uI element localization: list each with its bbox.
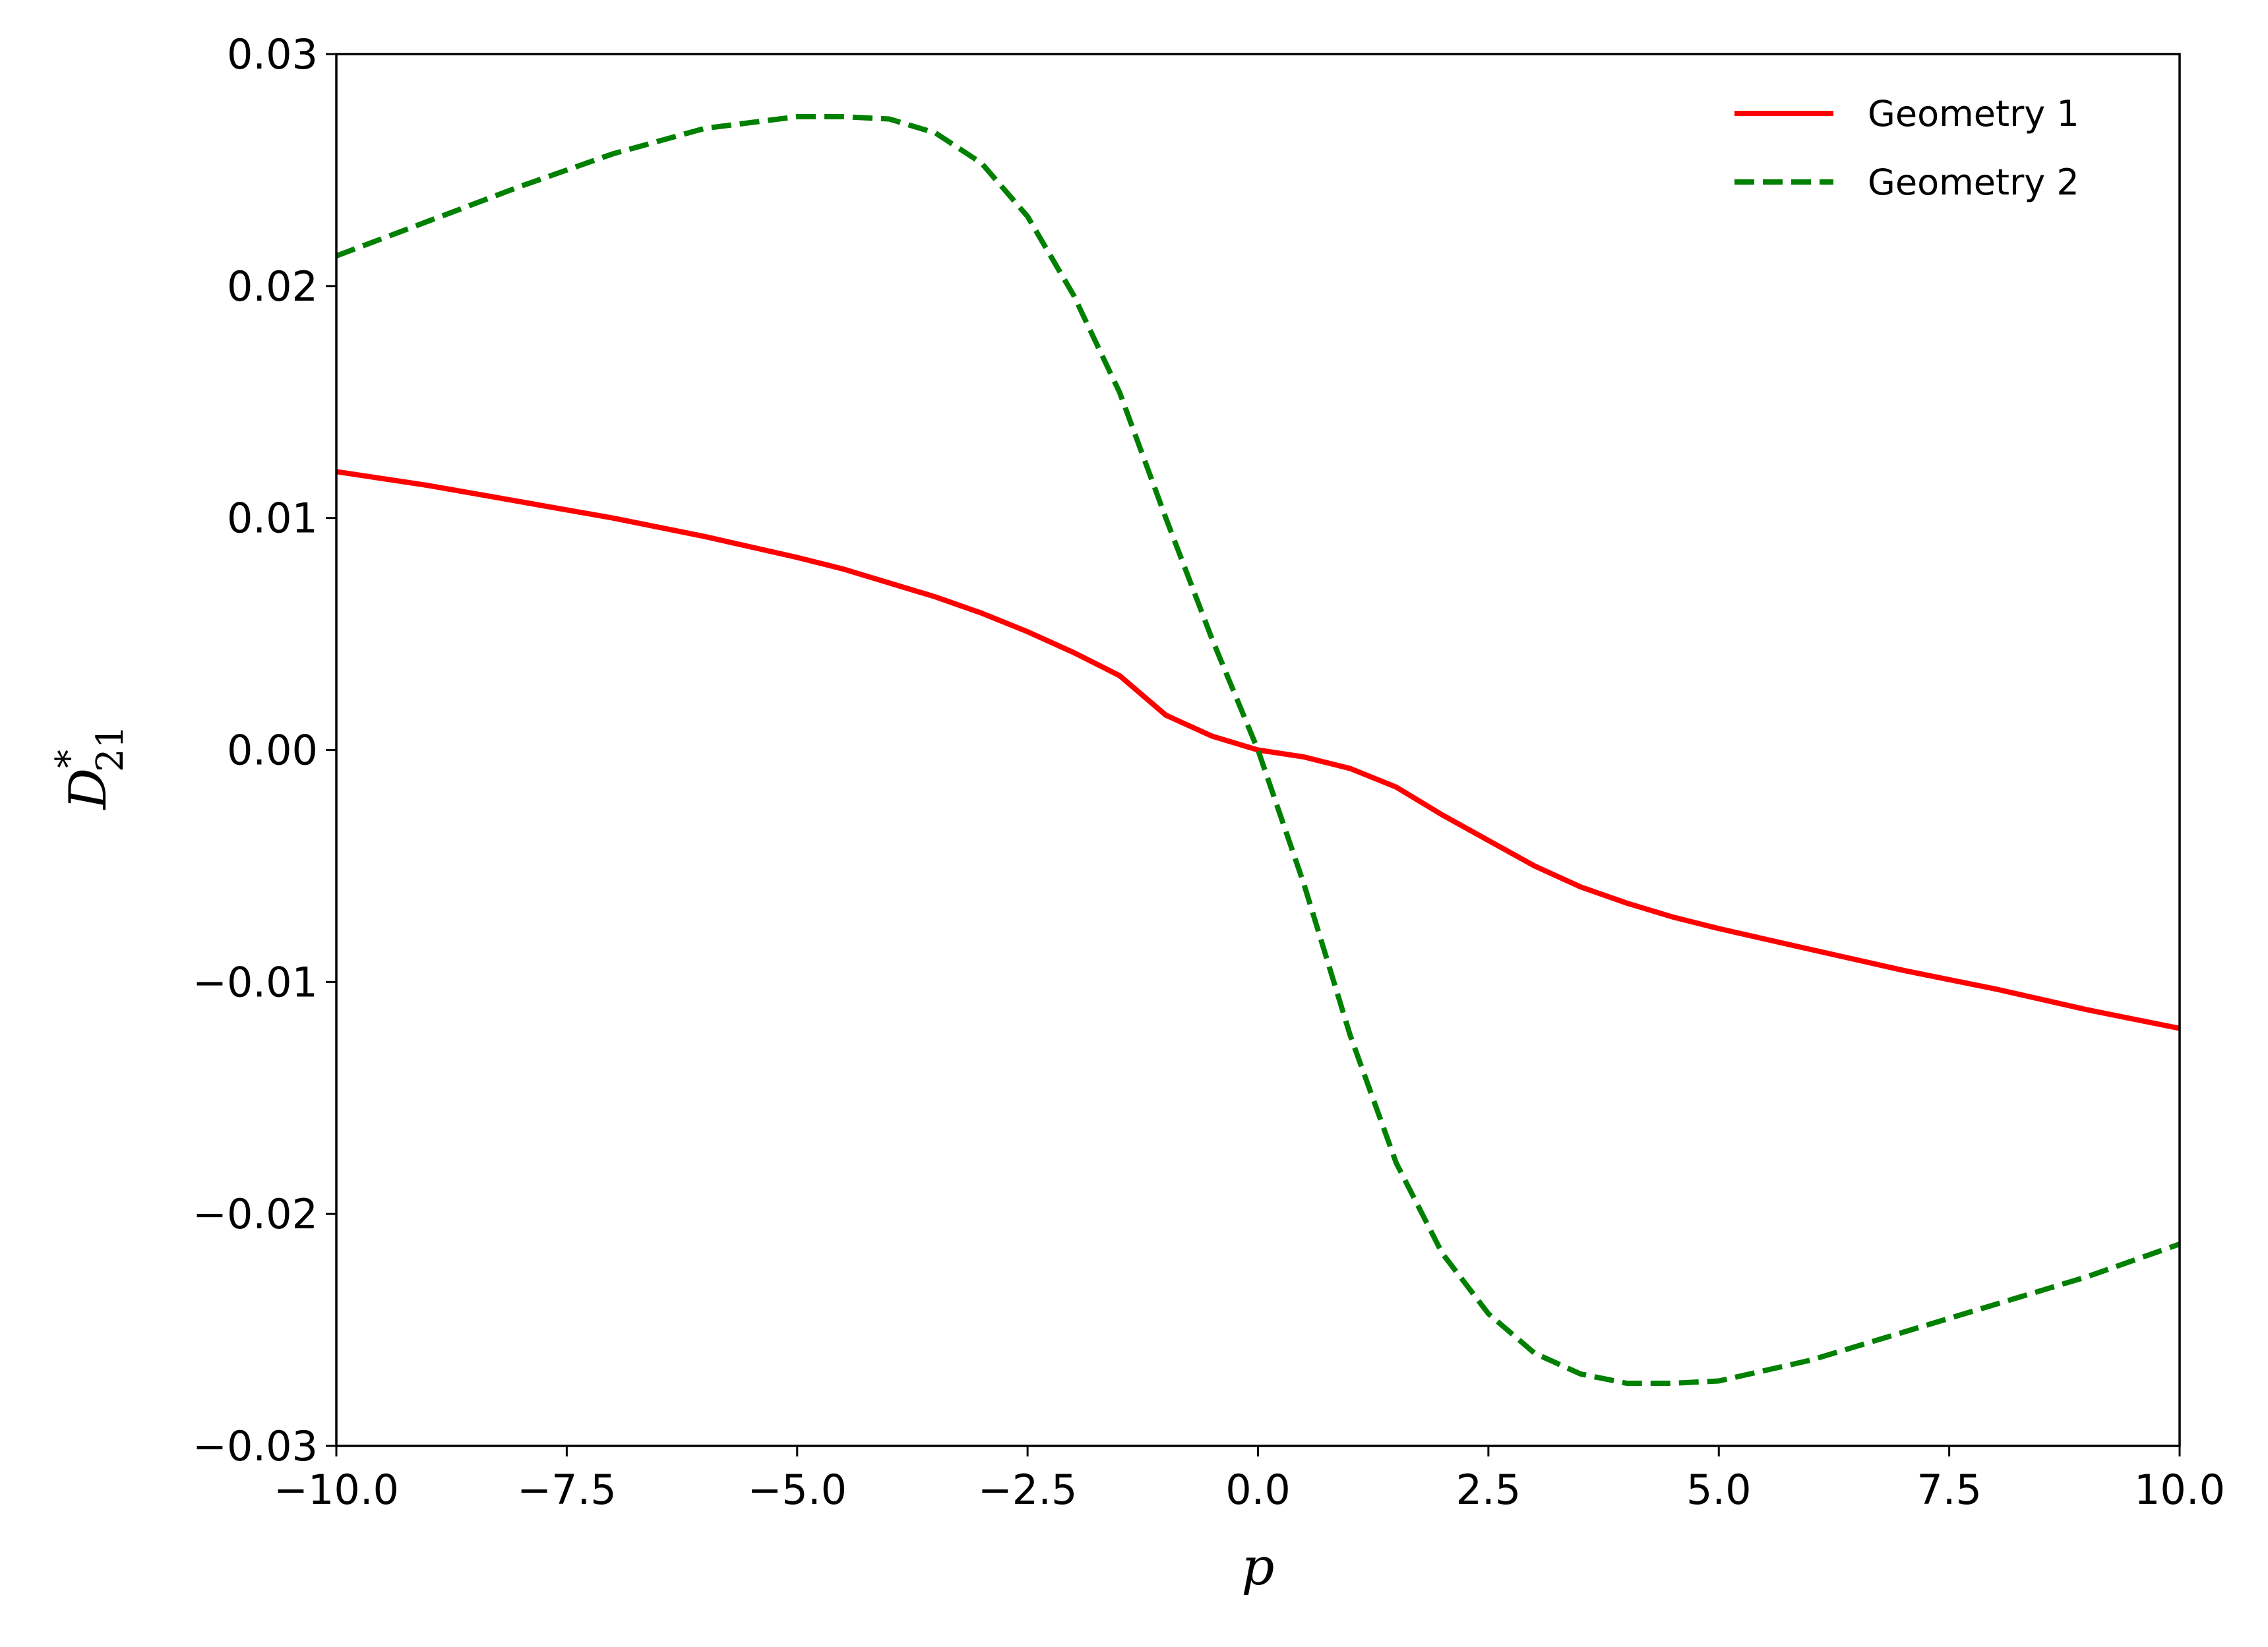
y-axis: −0.03 −0.02 −0.01 0.00 0.01 0.02 0.03 xyxy=(193,30,336,1470)
y-axis-label-subscript: 21 xyxy=(89,725,132,772)
y-tick-label: −0.01 xyxy=(193,958,318,1006)
y-tick-label: 0.03 xyxy=(227,30,318,78)
series-line-2 xyxy=(335,114,2181,1386)
x-tick-label: −7.5 xyxy=(517,1466,617,1514)
series-line-1 xyxy=(336,469,2180,1031)
y-axis-label: D*21 xyxy=(48,725,132,811)
x-tick-label: 2.5 xyxy=(1456,1466,1521,1514)
y-tick-label: −0.03 xyxy=(193,1422,318,1470)
legend-label: Geometry 1 xyxy=(1868,93,2079,135)
y-axis-label-superscript: * xyxy=(48,750,91,768)
series-layer xyxy=(335,114,2181,1386)
x-tick-label: −5.0 xyxy=(747,1466,847,1514)
x-tick-label: −2.5 xyxy=(978,1466,1078,1514)
y-tick-label: 0.00 xyxy=(227,727,318,775)
legend-label: Geometry 2 xyxy=(1868,162,2079,203)
x-tick-label: 7.5 xyxy=(1916,1466,1982,1514)
x-tick-label: 10.0 xyxy=(2134,1466,2225,1514)
x-tick-label: 0.0 xyxy=(1225,1466,1291,1514)
x-axis: −10.0 −7.5 −5.0 −2.5 0.0 2.5 5.0 7.5 10.0 xyxy=(274,1446,2225,1514)
legend: Geometry 1 Geometry 2 xyxy=(1734,93,2079,203)
x-tick-label: 5.0 xyxy=(1686,1466,1752,1514)
y-tick-label: −0.02 xyxy=(193,1190,318,1238)
x-tick-label: −10.0 xyxy=(274,1466,399,1514)
y-tick-label: 0.02 xyxy=(227,262,318,311)
y-axis-label-base: D xyxy=(59,768,118,811)
svg-text:D*21: D*21 xyxy=(48,725,132,811)
y-tick-label: 0.01 xyxy=(227,494,318,543)
x-axis-label: p xyxy=(1242,1538,1275,1597)
